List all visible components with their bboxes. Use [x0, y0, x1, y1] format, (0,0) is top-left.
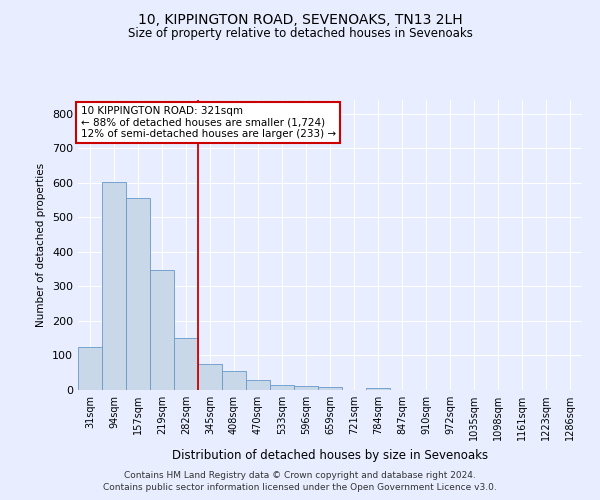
Bar	[102, 182, 126, 390]
Bar	[270, 385, 294, 390]
Bar	[294, 386, 318, 390]
Text: Size of property relative to detached houses in Sevenoaks: Size of property relative to detached ho…	[128, 28, 472, 40]
Text: Contains HM Land Registry data © Crown copyright and database right 2024.: Contains HM Land Registry data © Crown c…	[124, 471, 476, 480]
Bar	[318, 387, 342, 390]
Text: 10 KIPPINGTON ROAD: 321sqm
← 88% of detached houses are smaller (1,724)
12% of s: 10 KIPPINGTON ROAD: 321sqm ← 88% of deta…	[80, 106, 335, 139]
X-axis label: Distribution of detached houses by size in Sevenoaks: Distribution of detached houses by size …	[172, 448, 488, 462]
Bar	[246, 380, 270, 390]
Bar	[366, 388, 390, 390]
Bar	[198, 364, 222, 390]
Bar	[126, 198, 150, 390]
Bar	[150, 270, 174, 390]
Text: 10, KIPPINGTON ROAD, SEVENOAKS, TN13 2LH: 10, KIPPINGTON ROAD, SEVENOAKS, TN13 2LH	[137, 12, 463, 26]
Bar	[78, 347, 102, 390]
Y-axis label: Number of detached properties: Number of detached properties	[37, 163, 46, 327]
Text: Contains public sector information licensed under the Open Government Licence v3: Contains public sector information licen…	[103, 484, 497, 492]
Bar	[222, 371, 246, 390]
Bar	[174, 338, 198, 390]
